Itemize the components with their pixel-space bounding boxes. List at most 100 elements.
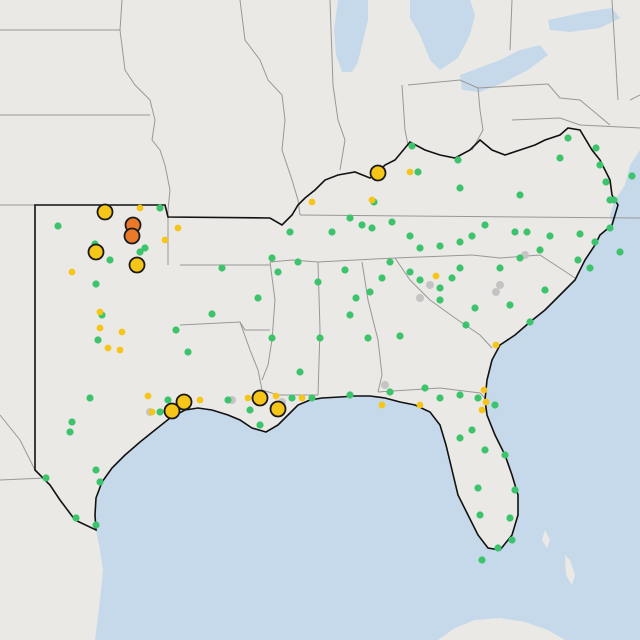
green-dot-marker[interactable]: [106, 256, 114, 264]
yellow-dot-marker[interactable]: [368, 196, 376, 204]
green-dot-marker[interactable]: [66, 428, 74, 436]
yellow-dot-marker[interactable]: [406, 168, 414, 176]
green-dot-marker[interactable]: [516, 254, 524, 262]
green-dot-marker[interactable]: [288, 394, 296, 402]
green-dot-marker[interactable]: [436, 242, 444, 250]
green-dot-marker[interactable]: [436, 394, 444, 402]
green-dot-marker[interactable]: [308, 394, 316, 402]
green-dot-marker[interactable]: [406, 232, 414, 240]
green-dot-marker[interactable]: [68, 418, 76, 426]
green-dot-marker[interactable]: [506, 514, 514, 522]
large-yellow-circle-marker[interactable]: [128, 256, 146, 274]
large-orange-circle-marker[interactable]: [123, 227, 141, 245]
green-dot-marker[interactable]: [141, 244, 149, 252]
green-dot-marker[interactable]: [516, 191, 524, 199]
green-dot-marker[interactable]: [254, 294, 262, 302]
green-dot-marker[interactable]: [346, 391, 354, 399]
yellow-dot-marker[interactable]: [104, 344, 112, 352]
green-dot-marker[interactable]: [156, 408, 164, 416]
green-dot-marker[interactable]: [454, 156, 462, 164]
green-dot-marker[interactable]: [208, 310, 216, 318]
green-dot-marker[interactable]: [606, 196, 614, 204]
green-dot-marker[interactable]: [508, 536, 516, 544]
gray-dot-marker[interactable]: [426, 281, 434, 289]
yellow-dot-marker[interactable]: [96, 324, 104, 332]
green-dot-marker[interactable]: [474, 484, 482, 492]
green-dot-marker[interactable]: [368, 224, 376, 232]
yellow-dot-marker[interactable]: [174, 224, 182, 232]
yellow-dot-marker[interactable]: [118, 328, 126, 336]
green-dot-marker[interactable]: [246, 406, 254, 414]
green-dot-marker[interactable]: [268, 254, 276, 262]
green-dot-marker[interactable]: [586, 264, 594, 272]
green-dot-marker[interactable]: [136, 248, 144, 256]
green-dot-marker[interactable]: [378, 274, 386, 282]
green-dot-marker[interactable]: [494, 544, 502, 552]
green-dot-marker[interactable]: [92, 466, 100, 474]
gray-dot-marker[interactable]: [416, 294, 424, 302]
green-dot-marker[interactable]: [172, 326, 180, 334]
green-dot-marker[interactable]: [92, 521, 100, 529]
green-dot-marker[interactable]: [42, 474, 50, 482]
green-dot-marker[interactable]: [352, 294, 360, 302]
large-yellow-circle-marker[interactable]: [87, 243, 105, 261]
green-dot-marker[interactable]: [456, 434, 464, 442]
green-dot-marker[interactable]: [86, 394, 94, 402]
green-dot-marker[interactable]: [341, 266, 349, 274]
gray-dot-marker[interactable]: [381, 381, 389, 389]
gray-dot-marker[interactable]: [496, 281, 504, 289]
large-yellow-circle-marker[interactable]: [175, 393, 193, 411]
green-dot-marker[interactable]: [54, 222, 62, 230]
green-dot-marker[interactable]: [294, 258, 302, 266]
green-dot-marker[interactable]: [471, 304, 479, 312]
green-dot-marker[interactable]: [386, 388, 394, 396]
large-yellow-circle-marker[interactable]: [251, 389, 269, 407]
large-yellow-circle-marker[interactable]: [96, 203, 114, 221]
large-yellow-circle-marker[interactable]: [163, 402, 181, 420]
large-yellow-circle-marker[interactable]: [269, 400, 287, 418]
green-dot-marker[interactable]: [574, 256, 582, 264]
yellow-dot-marker[interactable]: [161, 236, 169, 244]
green-dot-marker[interactable]: [456, 264, 464, 272]
green-dot-marker[interactable]: [386, 258, 394, 266]
green-dot-marker[interactable]: [94, 336, 102, 344]
yellow-dot-marker[interactable]: [96, 308, 104, 316]
green-dot-marker[interactable]: [481, 221, 489, 229]
green-dot-marker[interactable]: [474, 394, 482, 402]
green-dot-marker[interactable]: [523, 228, 531, 236]
green-dot-marker[interactable]: [96, 478, 104, 486]
yellow-dot-marker[interactable]: [68, 268, 76, 276]
green-dot-marker[interactable]: [576, 230, 584, 238]
green-dot-marker[interactable]: [481, 446, 489, 454]
green-dot-marker[interactable]: [286, 228, 294, 236]
gray-dot-marker[interactable]: [492, 288, 500, 296]
yellow-dot-marker[interactable]: [244, 394, 252, 402]
green-dot-marker[interactable]: [511, 228, 519, 236]
green-dot-marker[interactable]: [526, 318, 534, 326]
yellow-dot-marker[interactable]: [136, 204, 144, 212]
green-dot-marker[interactable]: [366, 288, 374, 296]
green-dot-marker[interactable]: [591, 238, 599, 246]
green-dot-marker[interactable]: [501, 451, 509, 459]
green-dot-marker[interactable]: [596, 161, 604, 169]
green-dot-marker[interactable]: [416, 276, 424, 284]
green-dot-marker[interactable]: [296, 368, 304, 376]
green-dot-marker[interactable]: [274, 268, 282, 276]
green-dot-marker[interactable]: [556, 154, 564, 162]
yellow-dot-marker[interactable]: [416, 401, 424, 409]
green-dot-marker[interactable]: [406, 268, 414, 276]
green-dot-marker[interactable]: [256, 421, 264, 429]
green-dot-marker[interactable]: [606, 224, 614, 232]
green-dot-marker[interactable]: [448, 274, 456, 282]
yellow-dot-marker[interactable]: [272, 392, 280, 400]
green-dot-marker[interactable]: [541, 286, 549, 294]
green-dot-marker[interactable]: [491, 401, 499, 409]
green-dot-marker[interactable]: [436, 296, 444, 304]
green-dot-marker[interactable]: [506, 301, 514, 309]
green-dot-marker[interactable]: [478, 556, 486, 564]
green-dot-marker[interactable]: [346, 214, 354, 222]
yellow-dot-marker[interactable]: [148, 408, 156, 416]
green-dot-marker[interactable]: [436, 284, 444, 292]
green-dot-marker[interactable]: [184, 348, 192, 356]
green-dot-marker[interactable]: [316, 334, 324, 342]
